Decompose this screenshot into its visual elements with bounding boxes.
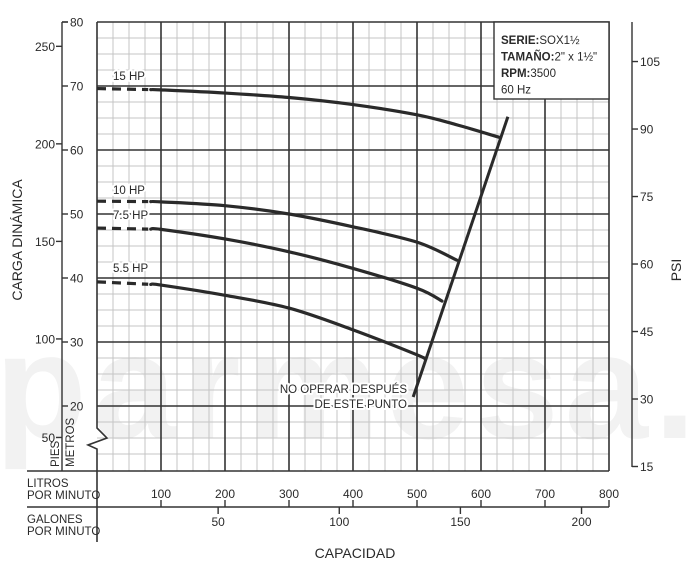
info-value: SOX1½ [539, 35, 580, 47]
feet-axis-label: PIES [50, 440, 62, 467]
curve-75HP [149, 226, 444, 303]
gpm-tick-label: 150 [450, 515, 470, 529]
series-label: 15 HP [113, 71, 145, 83]
curve-55HP [149, 282, 427, 361]
series-label: 7.5 HP [113, 210, 148, 222]
psi-tick-label: 105 [640, 55, 660, 69]
psi-tick-label: 60 [640, 258, 654, 272]
do-not-operate-limit-line [411, 116, 510, 398]
lpm-tick-label: 200 [215, 487, 235, 501]
info-row: RPM:3500 [501, 68, 556, 80]
curve-dashed-75HP [96, 226, 149, 231]
feet-tick-label: 100 [35, 332, 55, 346]
lpm-tick-label: 500 [407, 487, 427, 501]
meters-tick-label: 40 [70, 272, 84, 286]
lpm-tick-label: 400 [343, 487, 363, 501]
meters-tick-label: 50 [70, 208, 84, 222]
series-label: 10 HP [113, 185, 145, 197]
lpm-tick-label: 700 [535, 487, 555, 501]
gpm-axis-label: GALONES [27, 514, 83, 526]
psi-axis-title: PSI [668, 259, 684, 282]
meters-tick-label: 80 [70, 16, 84, 30]
info-value: 60 Hz [501, 85, 531, 97]
psi-tick-label: 75 [640, 190, 654, 204]
psi-tick-label: 45 [640, 325, 654, 339]
info-key: TAMAÑO: [501, 51, 554, 64]
info-key: RPM: [501, 68, 530, 80]
feet-tick-label: 250 [35, 40, 55, 54]
info-box [493, 21, 610, 100]
lpm-tick-label: 600 [471, 487, 491, 501]
lpm-axis-label: LITROS [27, 478, 69, 490]
curve-15HP [149, 87, 501, 139]
lpm-tick-label: 800 [599, 487, 619, 501]
curve-dashed-55HP [96, 280, 149, 286]
info-value: 3500 [530, 68, 556, 80]
series-label: 5.5 HP [113, 263, 148, 275]
info-value: 2" x 1½" [554, 52, 597, 64]
info-key: SERIE: [501, 35, 539, 47]
info-row: 60 Hz [501, 85, 531, 97]
info-row: TAMAÑO:2" x 1½" [501, 51, 597, 64]
meters-tick-label: 70 [70, 80, 84, 94]
psi-tick-label: 30 [640, 393, 654, 407]
curve-10HP [149, 199, 459, 262]
feet-tick-label: 150 [35, 235, 55, 249]
meters-tick-label: 60 [70, 144, 84, 158]
lpm-axis-label: POR MINUTO [27, 490, 100, 502]
feet-tick-label: 50 [42, 431, 56, 445]
gpm-tick-label: 100 [329, 515, 349, 529]
lpm-tick-label: 300 [279, 487, 299, 501]
limit-line-label: DE ESTE PUNTO [315, 399, 407, 411]
gpm-tick-label: 50 [211, 515, 225, 529]
meters-axis-label: METROS [65, 417, 77, 467]
meters-tick-label: 20 [70, 400, 84, 414]
y-axis-title: CARGA DINÁMICA [9, 179, 25, 301]
psi-tick-label: 15 [640, 460, 654, 474]
gpm-tick-label: 200 [572, 515, 592, 529]
lpm-tick-label: 100 [151, 487, 171, 501]
info-row: SERIE:SOX1½ [501, 35, 580, 47]
curve-dashed-15HP [96, 86, 149, 92]
watermark: parmesa.com [0, 302, 690, 470]
gpm-axis-label: POR MINUTO [27, 526, 100, 538]
feet-tick-label: 200 [35, 137, 55, 151]
limit-line-label: NO OPERAR DESPUÉS [280, 383, 407, 396]
meters-tick-label: 30 [70, 336, 84, 350]
axis-break-zigzag [85, 22, 109, 542]
psi-tick-label: 90 [640, 123, 654, 137]
x-axis-title: CAPACIDAD [315, 545, 396, 561]
